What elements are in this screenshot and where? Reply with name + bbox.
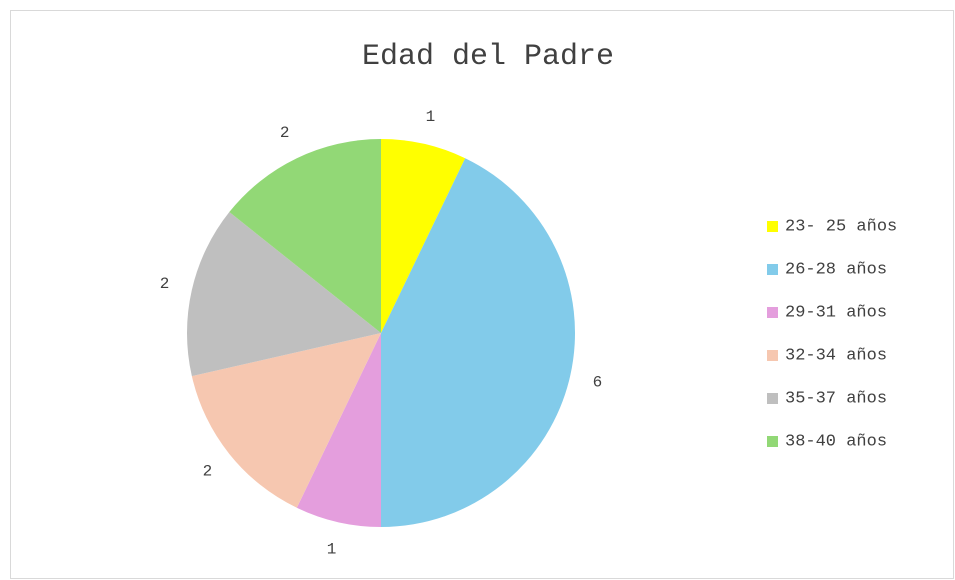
legend-label: 32-34 años bbox=[785, 346, 887, 365]
legend-swatch bbox=[767, 264, 778, 275]
legend-label: 38-40 años bbox=[785, 432, 887, 451]
legend-swatch bbox=[767, 307, 778, 318]
data-label: 2 bbox=[280, 124, 290, 142]
pie-slice bbox=[229, 139, 381, 333]
legend-label: 26-28 años bbox=[785, 260, 887, 279]
legend-swatch bbox=[767, 393, 778, 404]
legend-swatch bbox=[767, 436, 778, 447]
pie-slice bbox=[191, 333, 381, 508]
pie-slice bbox=[381, 139, 466, 333]
legend-label: 35-37 años bbox=[785, 389, 887, 408]
legend-swatch bbox=[767, 221, 778, 232]
data-label: 6 bbox=[593, 374, 603, 392]
data-label: 2 bbox=[203, 463, 213, 481]
pie-slice bbox=[186, 212, 381, 377]
data-label: 1 bbox=[327, 541, 337, 559]
pie-slice bbox=[381, 158, 575, 527]
legend-label: 23- 25 años bbox=[785, 217, 897, 236]
data-label: 2 bbox=[160, 275, 170, 293]
data-label: 1 bbox=[426, 108, 436, 126]
legend-swatch bbox=[767, 350, 778, 361]
pie-slice bbox=[296, 333, 381, 528]
chart-title: Edad del Padre bbox=[362, 40, 614, 74]
legend-label: 29-31 años bbox=[785, 303, 887, 322]
